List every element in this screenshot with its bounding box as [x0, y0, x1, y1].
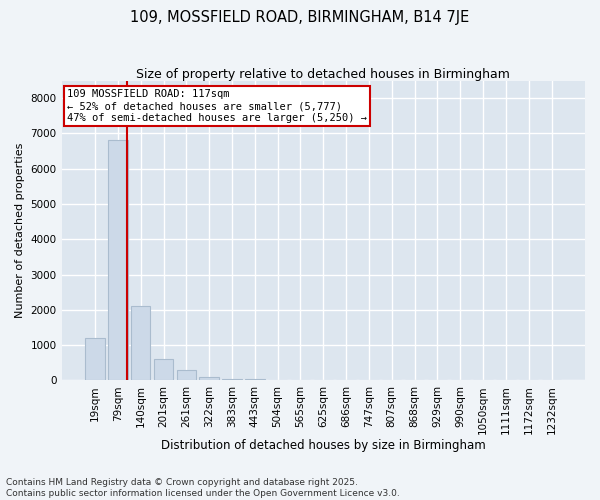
- Title: Size of property relative to detached houses in Birmingham: Size of property relative to detached ho…: [136, 68, 510, 80]
- Bar: [176, 370, 196, 380]
- Bar: [222, 378, 242, 380]
- Text: 109 MOSSFIELD ROAD: 117sqm
← 52% of detached houses are smaller (5,777)
47% of s: 109 MOSSFIELD ROAD: 117sqm ← 52% of deta…: [67, 90, 367, 122]
- Y-axis label: Number of detached properties: Number of detached properties: [15, 142, 25, 318]
- Bar: [199, 376, 219, 380]
- X-axis label: Distribution of detached houses by size in Birmingham: Distribution of detached houses by size …: [161, 440, 485, 452]
- Text: Contains HM Land Registry data © Crown copyright and database right 2025.
Contai: Contains HM Land Registry data © Crown c…: [6, 478, 400, 498]
- Bar: [108, 140, 128, 380]
- Bar: [154, 359, 173, 380]
- Text: 109, MOSSFIELD ROAD, BIRMINGHAM, B14 7JE: 109, MOSSFIELD ROAD, BIRMINGHAM, B14 7JE: [130, 10, 470, 25]
- Bar: [85, 338, 105, 380]
- Bar: [131, 306, 151, 380]
